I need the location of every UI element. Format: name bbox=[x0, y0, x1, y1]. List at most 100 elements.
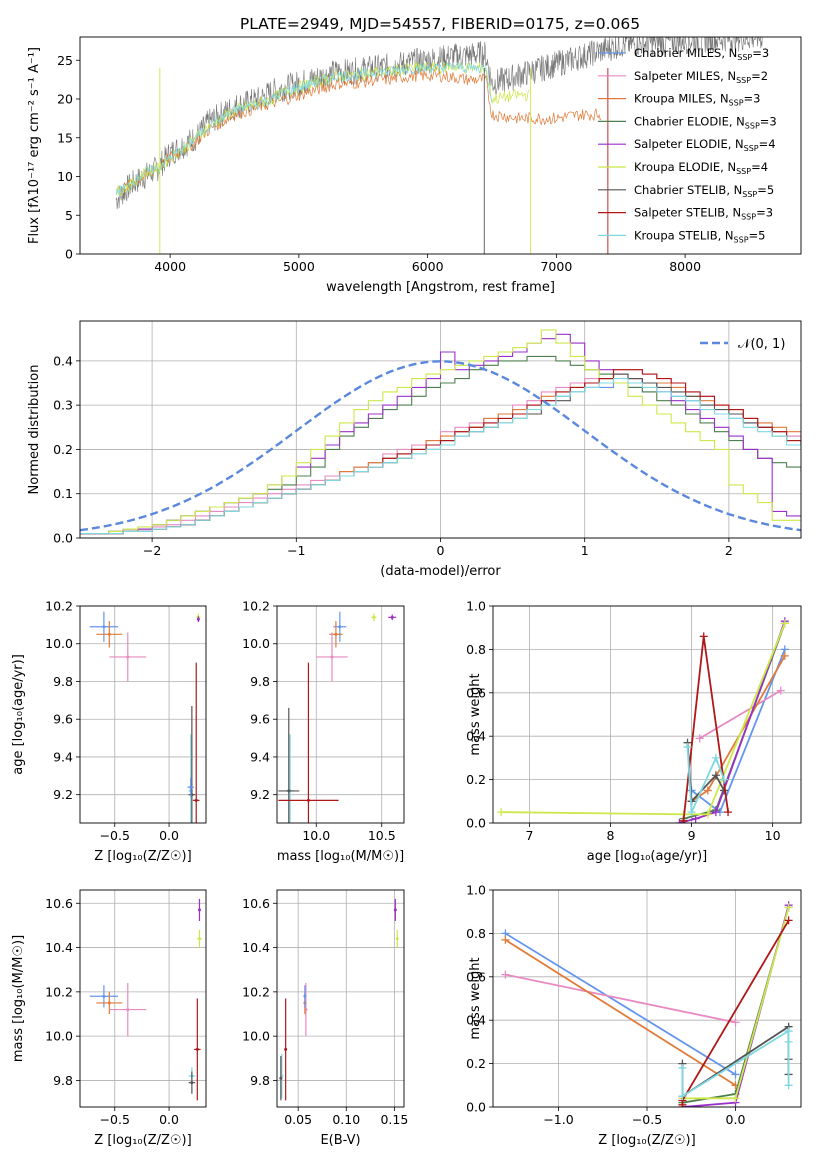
y-tick-label: 0.6 bbox=[466, 969, 486, 984]
plus-marker bbox=[784, 1027, 793, 1036]
axes-frame bbox=[492, 889, 802, 1108]
histogram-step-kroupa-stelib bbox=[80, 378, 801, 535]
plus-marker bbox=[695, 734, 704, 743]
histogram-step-salpeter-elodie bbox=[80, 333, 801, 535]
mass-weight-line-chabrier-elodie bbox=[683, 623, 786, 820]
y-axis-label: Normed distribution bbox=[27, 365, 42, 495]
y-axis-label: age [log₁₀(age/yr)] bbox=[11, 654, 26, 775]
y-tick-label: 9.8 bbox=[250, 1073, 270, 1088]
legend-label-main: Kroupa ELODIE, N bbox=[634, 160, 736, 174]
data-point bbox=[287, 789, 291, 793]
data-point bbox=[390, 615, 394, 619]
x-tick-label: 4000 bbox=[154, 259, 186, 274]
panel-mass-vs-e-b-v-: 0.05 0.10 0.15 9.8 10.0 10.2 10.4 10.6 E(B-V) bbox=[242, 889, 408, 1148]
legend-label-tail: =2 bbox=[751, 69, 768, 83]
figure-title: PLATE=2949, MJD=54557, FIBERID=0175, z=0… bbox=[240, 15, 640, 33]
legend-label-tail: =3 bbox=[744, 92, 761, 106]
x-tick-label: 7000 bbox=[540, 259, 572, 274]
y-tick-label: 10.0 bbox=[45, 636, 73, 651]
y-tick-label: 9.8 bbox=[53, 674, 73, 689]
legend-label: Kroupa STELIB, NSSP=5 bbox=[634, 228, 765, 244]
data-point bbox=[126, 1008, 130, 1012]
data-point bbox=[197, 908, 201, 912]
x-tick-label: 5000 bbox=[283, 259, 315, 274]
y-tick-label: 10.6 bbox=[242, 896, 270, 911]
plus-marker bbox=[784, 1081, 793, 1090]
x-tick-label: −0.5 bbox=[100, 1112, 130, 1127]
y-tick-label: 10.2 bbox=[45, 599, 73, 614]
y-tick-label: 0.6 bbox=[466, 685, 486, 700]
y-tick-label: 10.4 bbox=[45, 940, 73, 955]
x-axis-label: E(B-V) bbox=[320, 1133, 360, 1148]
legend-label: Kroupa MILES, NSSP=3 bbox=[634, 92, 760, 108]
plus-marker bbox=[784, 1037, 793, 1046]
panel-residual-histogram: −2 −1 0 1 2 0.0 0.1 0.2 0.3 0.4 (data-model)/error… bbox=[27, 320, 802, 579]
x-tick-label: −1 bbox=[287, 543, 305, 558]
x-tick-label: 6000 bbox=[412, 259, 444, 274]
mass-weight-line-salpeter-miles bbox=[505, 973, 736, 1024]
y-tick-label: 10.2 bbox=[45, 984, 73, 999]
data-point bbox=[338, 625, 342, 629]
y-tick-label: 10.2 bbox=[242, 984, 270, 999]
data-point bbox=[189, 785, 193, 789]
axes-frame bbox=[79, 605, 207, 824]
x-tick-label: −0.5 bbox=[632, 1112, 662, 1127]
plus-marker bbox=[724, 808, 733, 817]
data-point bbox=[330, 655, 334, 659]
plus-marker bbox=[711, 753, 720, 762]
data-point bbox=[279, 1076, 283, 1080]
data-point bbox=[196, 617, 200, 621]
plus-marker bbox=[678, 1092, 687, 1101]
plus-marker bbox=[776, 686, 785, 695]
y-axis-label: mass weight bbox=[468, 673, 483, 755]
plus-marker bbox=[703, 786, 712, 795]
legend-label: Salpeter MILES, NSSP=2 bbox=[634, 69, 768, 85]
data-point bbox=[284, 1047, 288, 1051]
y-axis-label: mass weight bbox=[468, 957, 483, 1039]
panel-spectrum: 4000 5000 6000 7000 8000 0 5 10 15 20 25 wavelength… bbox=[27, 36, 802, 295]
data-point bbox=[102, 625, 106, 629]
legend-label-tail: =5 bbox=[757, 183, 774, 197]
y-axis-label: Flux [fλ10⁻¹⁷ erg cm⁻² s⁻¹ A⁻¹] bbox=[27, 47, 42, 244]
y-tick-label: 0.2 bbox=[466, 1056, 486, 1071]
data-point bbox=[334, 632, 338, 636]
histogram-step-salpeter-miles bbox=[80, 369, 801, 535]
plus-marker bbox=[675, 819, 684, 823]
legend-label-sub: SSP bbox=[745, 121, 760, 130]
y-tick-label: 9.4 bbox=[53, 749, 73, 764]
plot-area bbox=[501, 901, 793, 1107]
model-line-kroupa-miles bbox=[115, 68, 602, 196]
data-point bbox=[306, 798, 310, 802]
plus-marker bbox=[720, 775, 728, 784]
x-tick-label: 7 bbox=[525, 828, 533, 843]
panel-mass-weight-vs-z: −1.0 −0.5 0.0 0.0 0.2 0.4 0.6 0.8 1.0 Z [log₁₀(Z/… bbox=[466, 883, 802, 1148]
x-tick-label: 9 bbox=[688, 828, 696, 843]
legend-label-tail: =3 bbox=[752, 46, 769, 60]
x-axis-label: wavelength [Angstrom, rest frame] bbox=[326, 280, 555, 295]
y-tick-label: 0.0 bbox=[53, 531, 73, 546]
legend-label: Salpeter ELODIE, NSSP=4 bbox=[634, 137, 776, 153]
mass-weight-line-kroupa-elodie bbox=[501, 623, 786, 816]
histogram-step-kroupa-elodie bbox=[80, 329, 801, 535]
plus-marker bbox=[711, 771, 720, 780]
x-tick-label: 10.0 bbox=[302, 828, 330, 843]
x-axis-label: mass [log₁₀(M/M☉)] bbox=[277, 849, 404, 864]
data-point bbox=[126, 655, 130, 659]
y-tick-label: 0.1 bbox=[53, 486, 73, 501]
legend-label-sub: SSP bbox=[741, 213, 756, 222]
x-tick-label: 0.0 bbox=[159, 1112, 179, 1127]
y-tick-label: 10 bbox=[57, 169, 73, 184]
y-tick-label: 9.2 bbox=[250, 787, 270, 802]
legend-label: Salpeter STELIB, NSSP=3 bbox=[634, 206, 773, 222]
x-tick-label: −2 bbox=[143, 543, 161, 558]
legend-label-tail: =5 bbox=[749, 228, 766, 242]
x-tick-label: 10.5 bbox=[368, 828, 396, 843]
y-tick-label: 0.8 bbox=[466, 642, 486, 657]
x-tick-label: 2 bbox=[725, 543, 733, 558]
y-tick-label: 5 bbox=[65, 208, 73, 223]
y-tick-label: 9.6 bbox=[250, 712, 270, 727]
y-axis-label: mass [log₁₀(M/M☉)] bbox=[11, 935, 26, 1062]
legend-label-sub: SSP bbox=[736, 167, 751, 176]
plot-area bbox=[115, 37, 763, 254]
y-tick-label: 9.8 bbox=[250, 674, 270, 689]
